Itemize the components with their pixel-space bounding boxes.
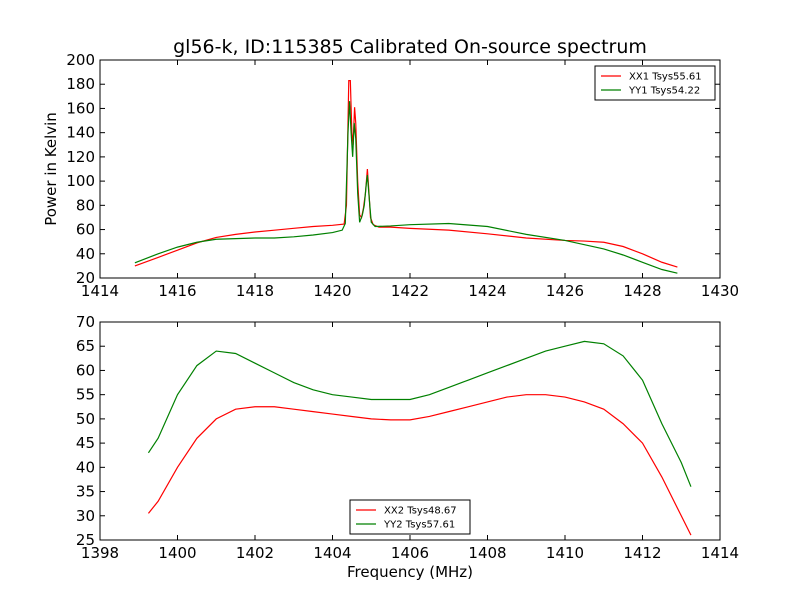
legend-top: XX1 Tsys55.61 YY1 Tsys54.22 — [594, 65, 716, 101]
legend-label: XX1 Tsys55.61 — [629, 72, 702, 83]
x-tick-label: 1422 — [391, 282, 429, 300]
x-tick-label: 1414 — [81, 282, 119, 300]
y-tick-label: 200 — [66, 51, 95, 69]
x-tick-label: 1412 — [623, 544, 661, 562]
x-tick-label: 1414 — [701, 544, 739, 562]
x-tick-label: 1420 — [313, 282, 351, 300]
y-tick-label: 140 — [66, 124, 95, 142]
legend-bottom: XX2 Tsys48.67 YY2 Tsys57.61 — [349, 499, 471, 535]
x-tick-label: 1424 — [468, 282, 506, 300]
legend-label: YY2 Tsys57.61 — [383, 520, 455, 531]
legend-label: YY1 Tsys54.22 — [628, 86, 700, 97]
y-tick-label: 180 — [66, 75, 95, 93]
y-tick-label: 30 — [76, 507, 95, 525]
subplot-top: 1414 1416 1418 1420 1422 1424 1426 1428 1430 20 40… — [66, 51, 739, 300]
y-tick-label: 40 — [76, 458, 95, 476]
y-tick-label: 60 — [76, 361, 95, 379]
bottom-x-axis-label: Frequency (MHz) — [347, 563, 473, 581]
x-tick-label: 1402 — [236, 544, 274, 562]
x-tick-label: 1408 — [468, 544, 506, 562]
series-line-bottom-1 — [147, 394, 692, 536]
y-tick-label: 120 — [66, 148, 95, 166]
x-tick-label: 1406 — [391, 544, 429, 562]
subplot-bottom: 1398 1400 1402 1404 1406 1408 1410 1412 1414 25 30… — [76, 313, 739, 562]
legend-box — [349, 499, 471, 535]
y-tick-label: 70 — [76, 313, 95, 331]
y-tick-label: 25 — [76, 531, 95, 549]
x-tick-label: 1404 — [313, 544, 351, 562]
y-tick-label: 100 — [66, 172, 95, 190]
y-tick-label: 55 — [76, 386, 95, 404]
y-tick-label: 60 — [76, 221, 95, 239]
x-tick-label: 1400 — [158, 544, 196, 562]
series-line-top-2 — [134, 101, 678, 274]
y-tick-label: 80 — [76, 196, 95, 214]
x-tick-label: 1428 — [623, 282, 661, 300]
y-tick-label: 35 — [76, 483, 95, 501]
series-line-bottom-2 — [147, 340, 692, 487]
x-tick-label: 1418 — [236, 282, 274, 300]
y-tick-label: 65 — [76, 337, 95, 355]
x-tick-label: 1398 — [81, 544, 119, 562]
x-tick-label: 1426 — [546, 282, 584, 300]
plot-layer: 1414 1416 1418 1420 1422 1424 1426 1428 1430 20 40… — [66, 51, 739, 562]
legend-label: XX2 Tsys48.67 — [384, 506, 457, 517]
y-tick-label: 20 — [76, 269, 95, 287]
y-tick-label: 160 — [66, 99, 95, 117]
x-tick-label: 1410 — [546, 544, 584, 562]
chart-title: gl56-k, ID:115385 Calibrated On-source s… — [173, 36, 647, 58]
x-tick-label: 1416 — [158, 282, 196, 300]
top-y-axis-label: Power in Kelvin — [42, 112, 60, 226]
legend-box — [594, 65, 716, 101]
y-tick-label: 45 — [76, 434, 95, 452]
y-tick-label: 50 — [76, 410, 95, 428]
x-tick-label: 1430 — [701, 282, 739, 300]
y-tick-label: 40 — [76, 245, 95, 263]
